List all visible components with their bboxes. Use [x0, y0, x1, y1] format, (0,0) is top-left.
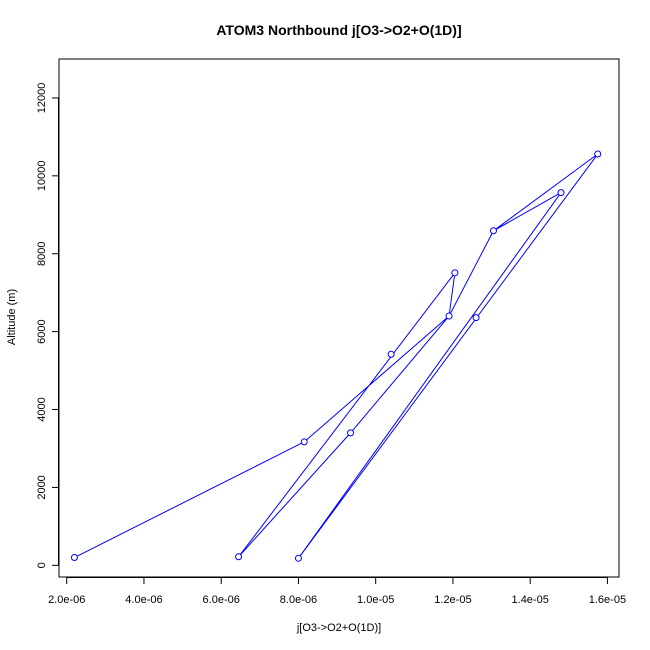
- y-axis: 0 2000 4000 6000 8000 10000 12000: [36, 83, 59, 568]
- y-tick-label: 6000: [36, 319, 48, 343]
- x-tick-label: 1.6e-05: [589, 594, 626, 606]
- x-tick-label: 8.0e-06: [280, 594, 317, 606]
- y-axis-label: Altitude (m): [6, 289, 18, 345]
- x-tick-label: 1.0e-05: [357, 594, 394, 606]
- x-axis: 2.0e-06 4.0e-06 6.0e-06 8.0e-06 1.0e-05 1.2e-…: [48, 577, 626, 606]
- data-point: [451, 269, 459, 277]
- y-tick-label: 10000: [36, 161, 48, 192]
- data-point: [70, 554, 78, 562]
- x-tick-label: 4.0e-06: [125, 594, 162, 606]
- y-tick-label: 2000: [36, 475, 48, 499]
- x-tick-label: 2.0e-06: [48, 594, 85, 606]
- y-tick-label: 8000: [36, 241, 48, 265]
- x-tick-label: 1.4e-05: [512, 594, 549, 606]
- data-point: [557, 189, 565, 197]
- plot-frame: [58, 58, 620, 578]
- data-point: [472, 314, 480, 322]
- x-tick-label: 1.2e-05: [434, 594, 471, 606]
- chart-title: ATOM3 Northbound j[O3->O2+O(1D)]: [216, 22, 461, 38]
- series-group: [70, 150, 602, 562]
- data-point: [300, 438, 308, 446]
- data-point: [489, 227, 497, 235]
- data-point: [294, 554, 302, 562]
- data-point: [347, 429, 355, 437]
- y-tick-label: 0: [36, 562, 48, 568]
- series-line: [74, 153, 599, 559]
- data-point: [235, 553, 243, 561]
- x-tick-label: 6.0e-06: [203, 594, 240, 606]
- x-axis-label: j[O3->O2+O(1D)]: [296, 622, 381, 634]
- data-point: [445, 312, 453, 320]
- data-point: [594, 150, 602, 158]
- y-tick-label: 12000: [36, 83, 48, 114]
- data-point: [387, 350, 395, 358]
- y-tick-label: 4000: [36, 397, 48, 421]
